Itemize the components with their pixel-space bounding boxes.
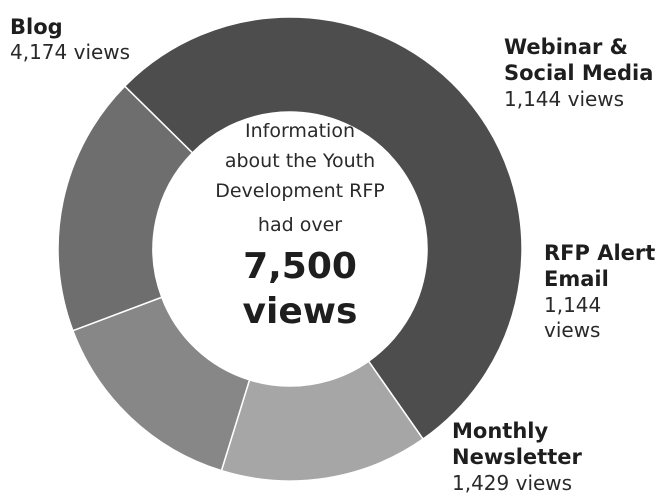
center-line: about the Youth — [224, 150, 376, 172]
center-line: had over — [257, 214, 343, 236]
slice-label-value: 4,174 views — [10, 40, 131, 65]
slice-label-value: 1,144 views — [504, 86, 625, 111]
slice-label-blog: Blog 4,174 views — [10, 14, 130, 65]
center-line: Development RFP — [215, 180, 385, 202]
slice-label-name: Social Media — [504, 61, 654, 86]
slice-label-webinar: Webinar & Social Media 1,144 views — [504, 34, 653, 112]
center-total-unit: views — [242, 291, 358, 332]
slice-label-name: RFP Alert — [544, 241, 656, 265]
slice-label-name: Newsletter — [452, 445, 582, 470]
slice-label-newsletter: Monthly Newsletter 1,429 views — [452, 418, 582, 496]
slice-label-name: Webinar & — [504, 35, 628, 59]
center-total-number: 7,500 — [243, 246, 357, 287]
center-annotation: Information about the Youth Development … — [180, 116, 420, 334]
donut-slice-3 — [57, 85, 194, 332]
slice-label-value: 1,144 views — [544, 292, 602, 342]
slice-label-name: Email — [544, 267, 609, 292]
slice-label-rfp-alert: RFP Alert Email 1,144 views — [544, 240, 660, 343]
slice-label-name: Blog — [10, 15, 63, 39]
donut-slice-0 — [123, 16, 523, 441]
slice-label-name: Monthly — [452, 419, 549, 443]
slice-label-value: 1,429 views — [452, 470, 573, 495]
center-line: Information — [245, 120, 355, 142]
